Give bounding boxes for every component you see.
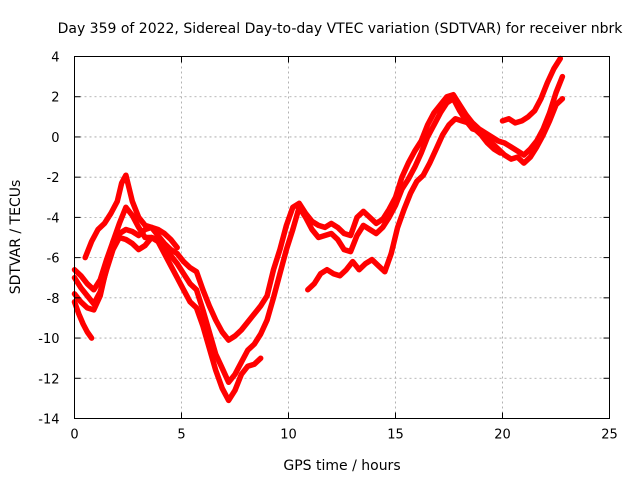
series-6-line bbox=[499, 55, 564, 126]
series-2-line bbox=[71, 204, 264, 404]
y-tick-label-3: -8 bbox=[47, 292, 60, 307]
x-tick-label-1: 5 bbox=[177, 428, 185, 443]
data-series-group bbox=[71, 55, 566, 404]
x-tick-label-4: 20 bbox=[494, 428, 511, 443]
series-5-line bbox=[305, 116, 504, 293]
axis-ticks: 0 5 10 15 20 25 -14 -12 -10 -8 -6 -4 -2 0 2 4 bbox=[38, 51, 618, 443]
y-tick-label-7: 0 bbox=[51, 131, 59, 146]
y-axis-label: SDTVAR / TECUs bbox=[8, 180, 24, 295]
chart-title: Day 359 of 2022, Sidereal Day-to-day VTE… bbox=[58, 21, 624, 37]
y-tick-label-2: -10 bbox=[38, 332, 59, 347]
y-tick-label-9: 4 bbox=[51, 51, 59, 66]
x-tick-label-0: 0 bbox=[70, 428, 78, 443]
x-tick-label-3: 15 bbox=[387, 428, 404, 443]
y-tick-label-0: -14 bbox=[38, 413, 59, 428]
x-axis-label: GPS time / hours bbox=[283, 458, 400, 474]
grid bbox=[74, 56, 610, 419]
y-tick-label-5: -4 bbox=[47, 211, 60, 226]
series-3-line bbox=[71, 299, 95, 341]
series-4-line bbox=[82, 172, 180, 261]
y-tick-label-8: 2 bbox=[51, 91, 59, 106]
y-tick-label-6: -2 bbox=[47, 171, 60, 186]
x-tick-label-5: 25 bbox=[601, 428, 618, 443]
x-tick-label-2: 10 bbox=[280, 428, 297, 443]
plot-frame bbox=[74, 56, 610, 419]
y-tick-label-1: -12 bbox=[38, 372, 59, 387]
y-tick-label-4: -6 bbox=[47, 252, 60, 267]
